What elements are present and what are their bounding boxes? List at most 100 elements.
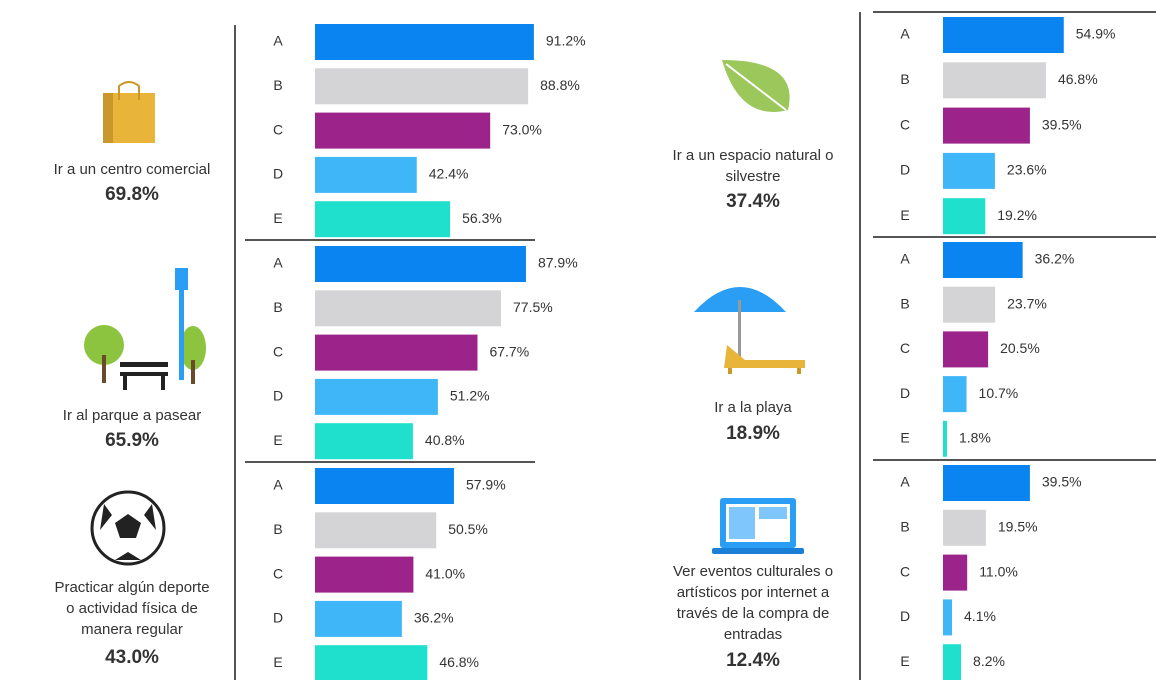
value-label: 19.2%	[997, 207, 1037, 223]
ball-icon	[92, 492, 164, 564]
value-label: 36.2%	[1035, 251, 1075, 267]
category-label: B	[273, 77, 282, 93]
value-label: 88.8%	[540, 77, 580, 93]
activity-label: manera regular	[81, 621, 183, 638]
category-label: D	[273, 610, 283, 626]
bar	[315, 113, 490, 149]
category-label: C	[273, 121, 283, 137]
bar	[943, 510, 986, 546]
activity-label: Ir a un centro comercial	[54, 161, 211, 178]
bar	[315, 645, 427, 680]
value-label: 50.5%	[448, 521, 488, 537]
bar	[315, 157, 417, 193]
activity-label: entradas	[724, 626, 782, 643]
bar	[943, 555, 967, 591]
value-label: 4.1%	[964, 608, 996, 624]
value-label: 11.0%	[979, 563, 1018, 579]
category-label: E	[273, 210, 282, 226]
category-label: B	[273, 521, 282, 537]
value-label: 8.2%	[973, 653, 1005, 669]
bar	[943, 198, 985, 234]
value-label: 39.5%	[1042, 116, 1082, 132]
laptop-icon	[712, 498, 804, 554]
bar	[943, 599, 952, 635]
bar	[315, 68, 528, 104]
value-label: 57.9%	[466, 477, 506, 493]
bar	[315, 512, 436, 548]
bar	[315, 601, 402, 637]
category-label: B	[273, 299, 282, 315]
category-label: B	[900, 519, 909, 535]
activity-label: Ir a un espacio natural o	[673, 147, 834, 164]
category-label: A	[273, 477, 283, 493]
value-label: 91.2%	[546, 33, 586, 49]
activity-total: 37.4%	[726, 191, 780, 212]
activity-label: Ir a la playa	[714, 399, 792, 416]
value-label: 46.8%	[439, 654, 479, 670]
infographic: Ir a un centro comercial 69.8% A 91.2% B 88.8…	[0, 0, 1156, 680]
activity-label: Ir al parque a pasear	[63, 407, 201, 424]
value-label: 51.2%	[450, 388, 490, 404]
activity-total: 18.9%	[726, 423, 780, 444]
category-label: E	[900, 207, 909, 223]
activity-label: Ver eventos culturales o	[673, 563, 833, 580]
value-label: 42.4%	[429, 166, 469, 182]
value-label: 87.9%	[538, 255, 578, 271]
bar	[943, 17, 1064, 53]
bar	[943, 465, 1030, 501]
category-label: E	[273, 654, 282, 670]
value-label: 19.5%	[998, 519, 1038, 535]
value-label: 40.8%	[425, 432, 465, 448]
category-label: D	[273, 388, 283, 404]
beach-icon	[694, 287, 805, 374]
value-label: 23.7%	[1007, 295, 1047, 311]
category-label: E	[273, 432, 282, 448]
bar	[315, 201, 450, 237]
value-label: 67.7%	[489, 343, 529, 359]
bar	[315, 246, 526, 282]
bar	[943, 287, 995, 323]
bar	[315, 24, 534, 60]
value-label: 39.5%	[1042, 474, 1082, 490]
park-icon	[84, 268, 206, 390]
activity-total: 69.8%	[105, 184, 159, 205]
category-label: C	[900, 340, 910, 356]
category-label: D	[900, 608, 910, 624]
bar	[315, 468, 454, 504]
activity-label: Practicar algún deporte	[54, 579, 209, 596]
category-label: D	[900, 162, 910, 178]
value-label: 77.5%	[513, 299, 553, 315]
category-label: C	[900, 116, 910, 132]
category-label: D	[273, 166, 283, 182]
category-label: A	[273, 33, 283, 49]
value-label: 56.3%	[462, 210, 502, 226]
bar	[315, 423, 413, 459]
value-label: 41.0%	[425, 565, 465, 581]
bar	[943, 242, 1023, 278]
bar	[943, 153, 995, 189]
category-label: A	[900, 26, 910, 42]
bar	[315, 290, 501, 326]
activity-label: artísticos por internet a	[677, 584, 830, 601]
activity-total: 43.0%	[105, 647, 159, 668]
value-label: 36.2%	[414, 610, 454, 626]
value-label: 10.7%	[979, 385, 1019, 401]
category-label: C	[900, 563, 910, 579]
category-label: C	[273, 343, 283, 359]
activity-label: o actividad física de	[66, 600, 198, 617]
category-label: B	[900, 295, 909, 311]
value-label: 1.8%	[959, 430, 991, 446]
bar	[315, 335, 477, 371]
value-label: 20.5%	[1000, 340, 1040, 356]
bar	[943, 644, 961, 680]
category-label: E	[900, 653, 909, 669]
value-label: 73.0%	[502, 121, 542, 137]
bar	[943, 421, 947, 457]
value-label: 54.9%	[1076, 26, 1116, 42]
bar	[315, 379, 438, 415]
bar	[943, 376, 967, 412]
bar	[315, 557, 413, 593]
category-label: A	[273, 255, 283, 271]
leaf-icon	[722, 60, 790, 112]
bar	[943, 331, 988, 367]
